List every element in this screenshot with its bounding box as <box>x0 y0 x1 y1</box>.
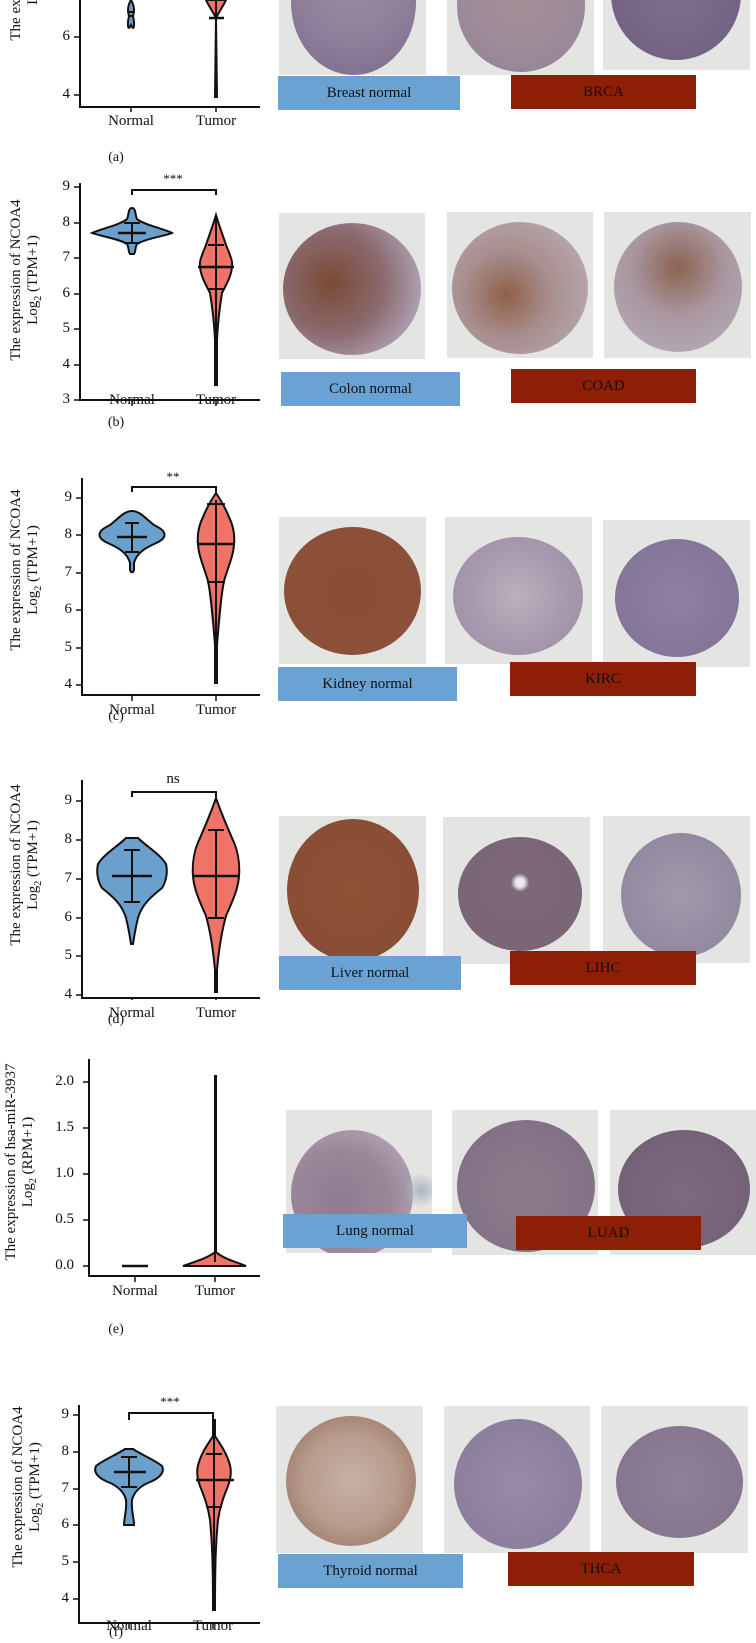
x-tick-normal: Normal <box>109 392 155 408</box>
panel-caption: (f) <box>109 1625 123 1640</box>
tag-normal: Liver normal <box>279 956 461 990</box>
x-tick-tumor: Tumor <box>195 1005 237 1021</box>
violin-plot <box>76 478 260 701</box>
y-tick: 4 <box>64 676 73 692</box>
tissue-image-tumor-2 <box>603 816 750 963</box>
panel-c: The expression of NCOA4 Log2 (TPM+1) ** … <box>0 445 756 730</box>
y-tick: 4 <box>62 86 71 102</box>
x-tick-tumor: Tumor <box>195 113 237 129</box>
x-tick-tumor: Tumor <box>194 1283 236 1299</box>
y-tick: 8 <box>64 831 73 847</box>
y-tick: 8 <box>61 1443 70 1459</box>
y-tick: 1.5 <box>55 1119 74 1135</box>
tag-tumor: LUAD <box>516 1216 701 1250</box>
x-tick-normal: Normal <box>106 1618 152 1634</box>
panel-caption: (b) <box>107 415 125 430</box>
panel-caption: (c) <box>108 709 124 724</box>
panel-b: The expression of NCOA4 Log2 (TPM+1) ***… <box>0 165 756 445</box>
significance-bracket <box>131 486 217 492</box>
tissue-image-tumor-1 <box>443 817 590 964</box>
tissue-image-tumor-1 <box>447 0 594 75</box>
tag-normal: Breast normal <box>278 76 460 110</box>
tissue-image-tumor-1 <box>447 212 593 358</box>
significance-label: *** <box>160 1394 180 1409</box>
y-tick: 6 <box>62 28 71 44</box>
y-tick: 7 <box>61 1480 70 1496</box>
y-tick: 9 <box>64 489 73 505</box>
y-tick: 5 <box>62 320 71 336</box>
tag-tumor: THCA <box>508 1552 694 1586</box>
significance-label: *** <box>163 171 183 186</box>
tissue-image-tumor-2 <box>603 0 750 70</box>
significance-label: ** <box>166 469 180 484</box>
y-tick: 6 <box>62 285 71 301</box>
violin-plot <box>73 1405 260 1629</box>
violin-plot <box>83 1059 260 1282</box>
x-tick-tumor: Tumor <box>195 702 237 718</box>
y-tick: 0.0 <box>55 1257 74 1273</box>
x-tick-tumor: Tumor <box>192 1618 234 1634</box>
x-tick-tumor: Tumor <box>195 392 237 408</box>
panel-f: The expression of NCOA4 Log2 (TPM+1) ***… <box>0 1340 756 1643</box>
y-tick: 7 <box>64 870 73 886</box>
tissue-image-normal <box>279 816 426 963</box>
tissue-image-tumor-1 <box>444 1406 590 1553</box>
y-tick: 4 <box>64 986 73 1002</box>
panel-a: The expression of NCOA4 Log2 (TPM+1) 6 4… <box>0 0 756 165</box>
significance-bracket <box>128 1412 214 1420</box>
tissue-image-normal <box>279 517 426 664</box>
tissue-image-tumor-1 <box>445 517 592 664</box>
y-tick: 8 <box>62 214 71 230</box>
x-tick-normal: Normal <box>109 702 155 718</box>
y-tick: 3 <box>62 391 71 407</box>
tag-tumor: KIRC <box>510 662 696 696</box>
panel-caption: (d) <box>107 1012 125 1027</box>
y-tick: 7 <box>64 564 73 580</box>
tag-tumor: COAD <box>511 369 696 403</box>
tag-normal: Lung normal <box>283 1214 467 1248</box>
tag-tumor: LIHC <box>510 951 696 985</box>
tissue-image-normal <box>279 213 425 359</box>
violin-normal <box>126 0 136 29</box>
tissue-image-normal <box>276 1406 423 1553</box>
y-tick: 4 <box>62 356 71 372</box>
y-tick: 6 <box>61 1516 70 1532</box>
tag-normal: Thyroid normal <box>278 1554 463 1588</box>
tag-normal: Colon normal <box>281 372 460 406</box>
y-tick: 4 <box>61 1590 70 1606</box>
panel-caption: (e) <box>108 1322 124 1337</box>
y-tick: 7 <box>62 249 71 265</box>
significance-bracket <box>131 189 217 195</box>
y-tick: 9 <box>64 792 73 808</box>
y-tick: 6 <box>64 909 73 925</box>
y-tick: 9 <box>62 178 71 194</box>
y-tick: 1.0 <box>55 1165 74 1181</box>
y-tick: 5 <box>61 1553 70 1569</box>
tissue-image-tumor-2 <box>601 1406 748 1553</box>
violin-plot <box>74 183 260 406</box>
panel-d: The expression of NCOA4 Log2 (TPM+1) ns … <box>0 730 756 1030</box>
y-tick: 9 <box>61 1406 70 1422</box>
y-tick: 6 <box>64 601 73 617</box>
significance-label: ns <box>166 771 180 787</box>
x-tick-normal: Normal <box>112 1283 158 1299</box>
panel-e: The expression of hsa-miR-3937 Log2 (RPM… <box>0 1030 756 1340</box>
violin-plot <box>76 780 260 1000</box>
x-tick-normal: Normal <box>109 1005 155 1021</box>
y-tick: 0.5 <box>55 1211 74 1227</box>
tissue-image-tumor-2 <box>603 520 750 667</box>
y-tick: 8 <box>64 526 73 542</box>
y-tick: 5 <box>64 639 73 655</box>
significance-bracket <box>131 791 217 797</box>
x-tick-normal: Normal <box>108 113 154 129</box>
panel-caption: (a) <box>108 150 124 165</box>
tissue-image-tumor-2 <box>604 212 751 358</box>
tag-tumor: BRCA <box>511 75 696 109</box>
tag-normal: Kidney normal <box>278 667 457 701</box>
tissue-image-normal <box>279 0 426 75</box>
violin-plot <box>74 0 260 112</box>
y-tick: 2.0 <box>55 1073 74 1089</box>
y-tick: 5 <box>64 947 73 963</box>
